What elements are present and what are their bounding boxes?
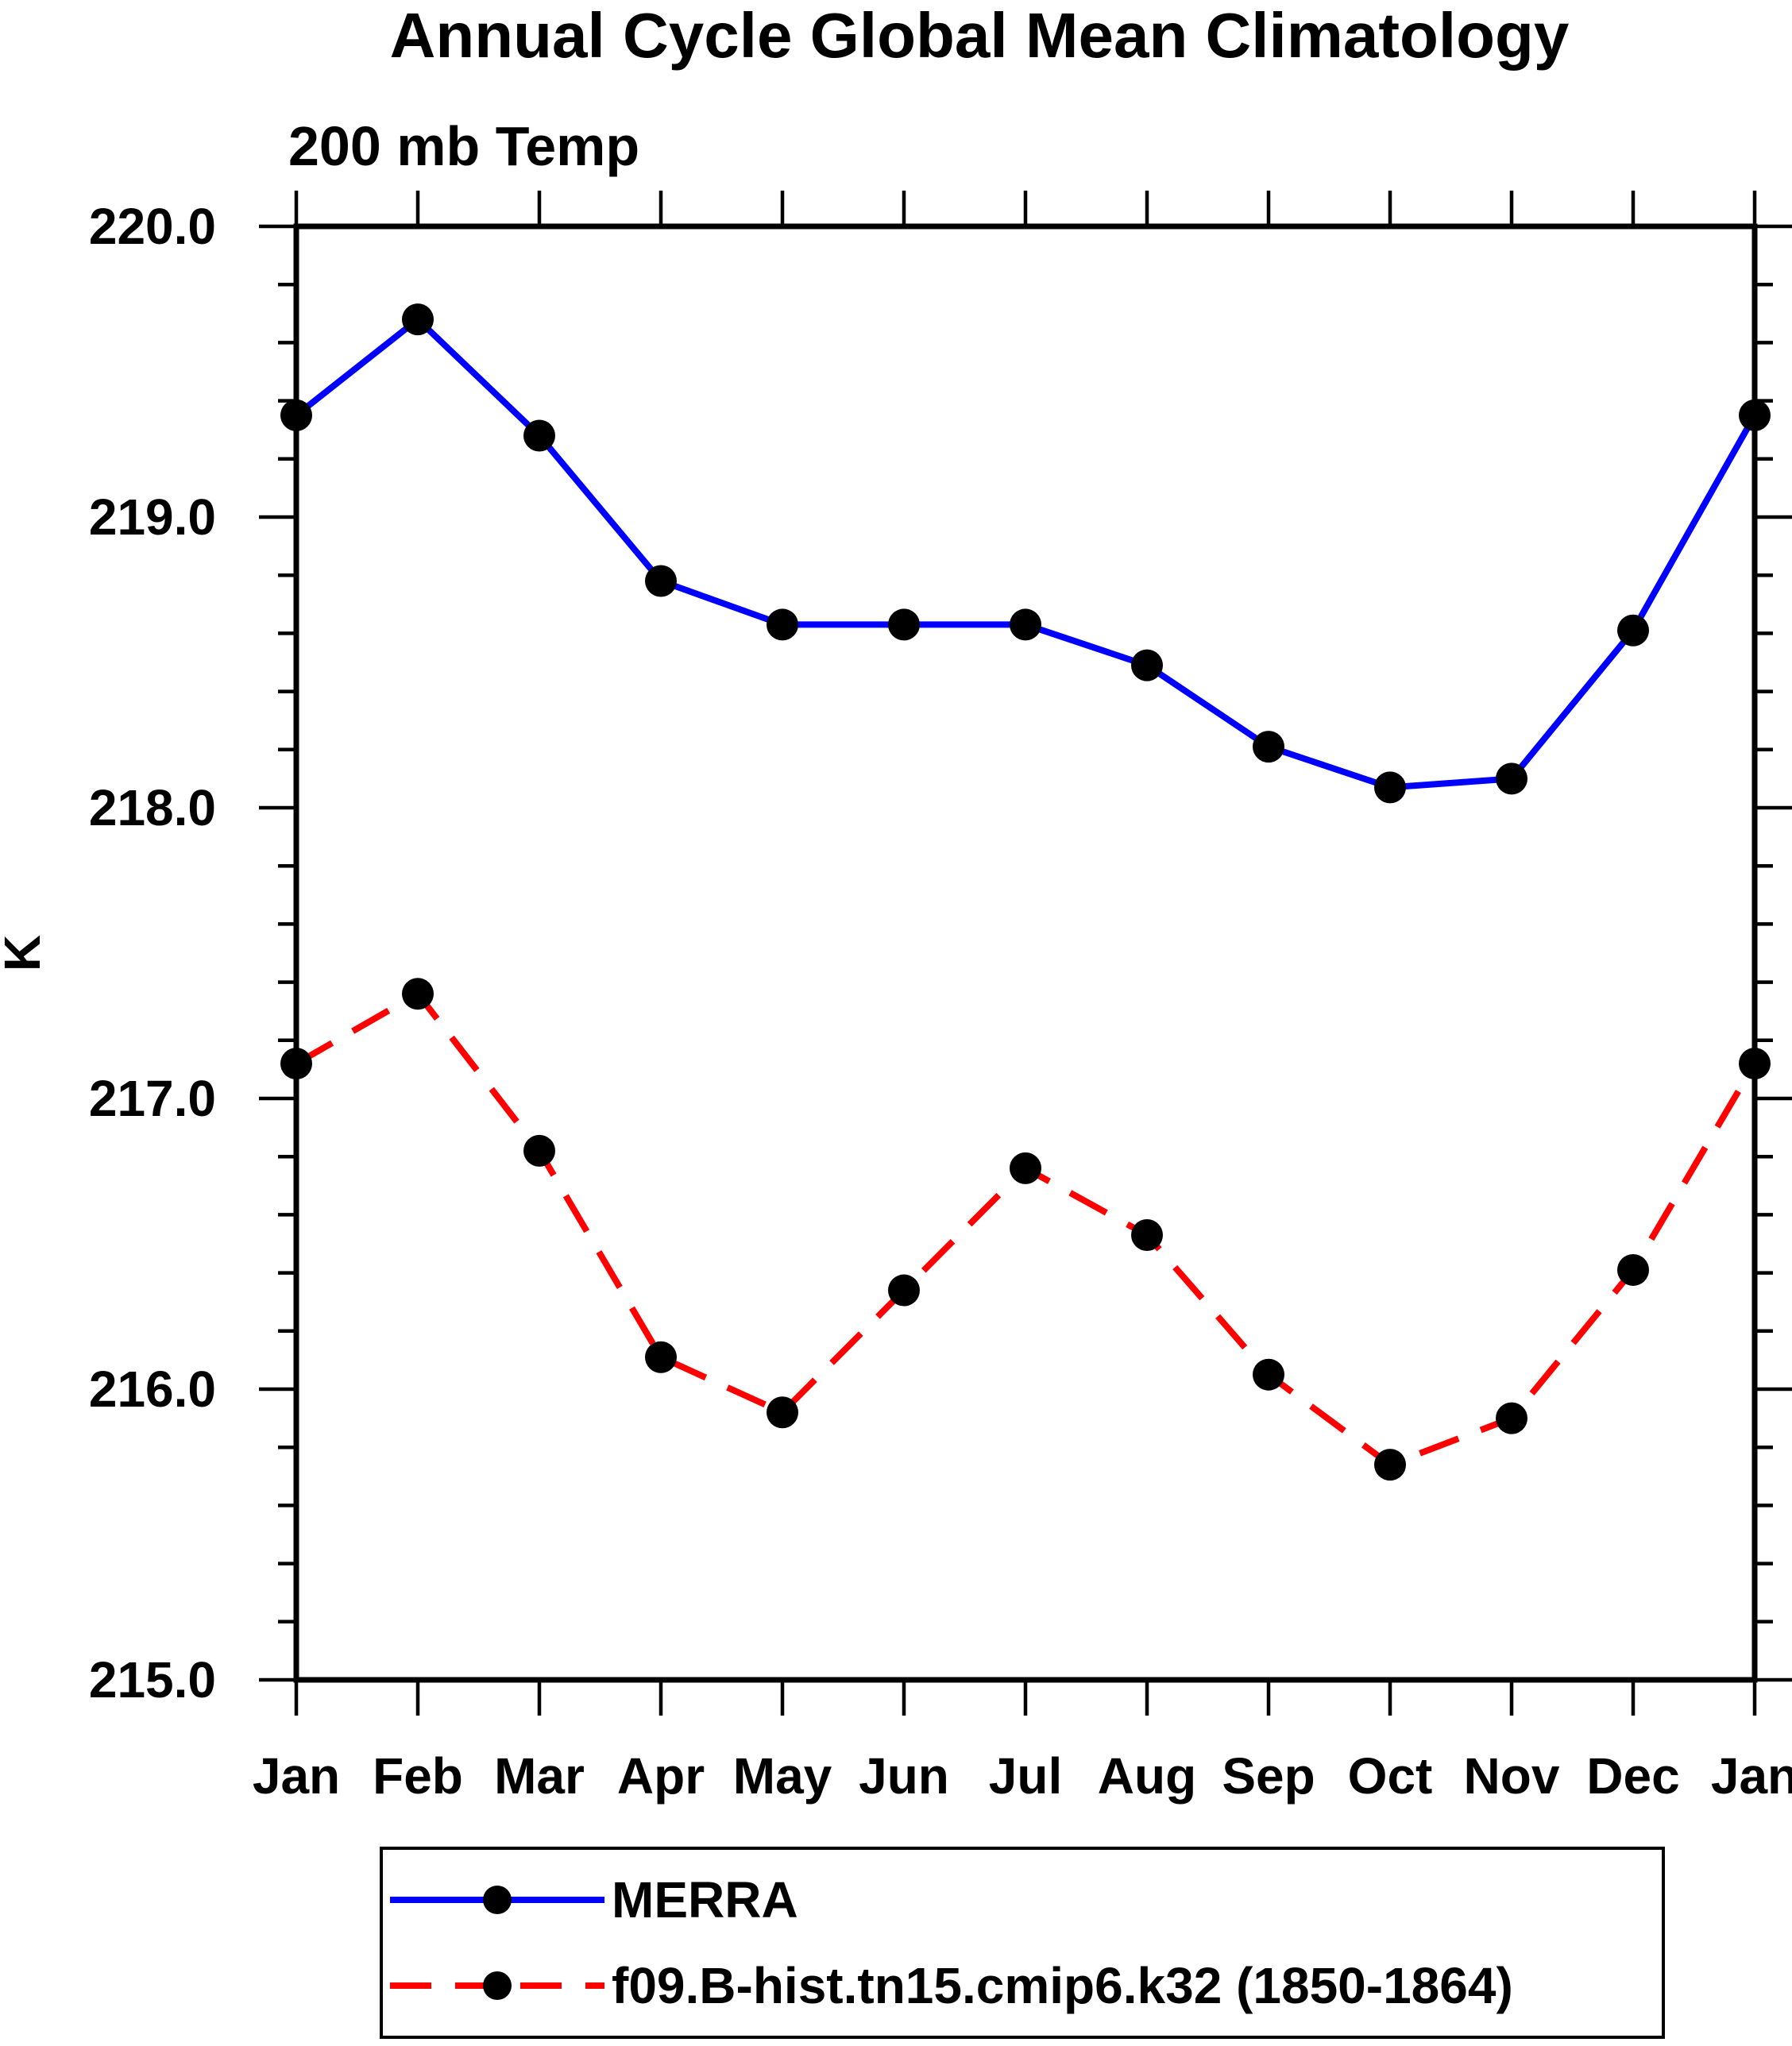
x-tick-label: Jan xyxy=(253,1747,340,1805)
series-model xyxy=(280,978,1771,1481)
data-point-marker xyxy=(523,419,555,452)
plot-border xyxy=(293,223,1758,1683)
chart-subtitle: 200 mb Temp xyxy=(288,115,640,177)
legend-item-model: f09.B-hist.tn15.cmip6.k32 (1850-1864) xyxy=(383,1950,1662,2021)
data-point-marker xyxy=(1739,399,1771,431)
data-point-marker xyxy=(402,978,434,1010)
data-point-marker xyxy=(280,1048,312,1080)
chart-title: Annual Cycle Global Mean Climatology xyxy=(389,0,1570,71)
x-tick-label: Feb xyxy=(373,1747,463,1805)
x-tick-label: Sep xyxy=(1222,1747,1315,1805)
x-tick-label: May xyxy=(733,1747,832,1805)
legend-item-merra: MERRA xyxy=(383,1864,1662,1936)
data-point-marker xyxy=(1010,1152,1041,1184)
series-line xyxy=(294,315,1758,791)
data-point-marker xyxy=(402,303,434,336)
legend: MERRA f09.B-hist.tn15.cmip6.k32 (1850-18… xyxy=(380,1847,1665,2039)
data-point-marker xyxy=(1496,1402,1527,1434)
series-merra xyxy=(280,303,1771,804)
x-tick-label: Jul xyxy=(989,1747,1062,1805)
data-point-marker xyxy=(1496,762,1527,795)
x-tick-label: Nov xyxy=(1464,1747,1560,1805)
x-tick-label: Jan xyxy=(1711,1747,1792,1805)
x-tick-label: Jun xyxy=(859,1747,949,1805)
y-tick-label: 217.0 xyxy=(89,1070,216,1127)
data-point-marker xyxy=(1010,608,1041,641)
data-point-marker xyxy=(645,1341,677,1373)
data-point-marker xyxy=(1131,649,1163,681)
data-point-marker xyxy=(645,565,677,597)
y-tick-label: 215.0 xyxy=(89,1651,216,1708)
series-line xyxy=(295,990,1758,1469)
data-point-marker xyxy=(280,399,312,431)
legend-label-merra: MERRA xyxy=(612,1871,798,1928)
data-point-marker xyxy=(523,1134,555,1167)
data-point-marker xyxy=(1617,1253,1649,1286)
y-tick-labels: 215.0 216.0 217.0 218.0 219.0 220.0 xyxy=(89,198,216,1708)
y-tick-label: 216.0 xyxy=(89,1361,216,1418)
data-point-marker xyxy=(1739,1048,1771,1080)
x-tick-label: Aug xyxy=(1098,1747,1196,1805)
data-point-marker xyxy=(1374,771,1406,804)
data-point-marker xyxy=(1253,731,1284,763)
x-tick-label: Apr xyxy=(617,1747,705,1805)
y-tick-label: 220.0 xyxy=(89,198,216,255)
data-point-marker xyxy=(1617,614,1649,647)
data-point-marker xyxy=(767,1396,798,1429)
y-tick-label: 219.0 xyxy=(89,488,216,546)
x-tick-label: Mar xyxy=(494,1747,585,1805)
data-point-marker xyxy=(767,608,798,641)
model-line-sample xyxy=(390,1971,604,2000)
data-point-marker xyxy=(888,1274,920,1307)
merra-line-sample xyxy=(390,1886,604,1914)
data-point-marker xyxy=(1131,1219,1163,1252)
data-point-marker xyxy=(1253,1358,1284,1391)
y-tick-label: 218.0 xyxy=(89,779,216,836)
merra-sample-marker xyxy=(483,1886,512,1914)
legend-label-model: f09.B-hist.tn15.cmip6.k32 (1850-1864) xyxy=(612,1957,1513,2014)
data-point-marker xyxy=(1374,1449,1406,1481)
model-sample-marker xyxy=(483,1971,512,2000)
x-tick-label: Oct xyxy=(1348,1747,1433,1805)
x-tick-labels: Jan Feb Mar Apr May Jun Jul Aug Sep Oct Nov Dec Jan xyxy=(253,1747,1792,1805)
axis-ticks xyxy=(259,191,1792,1716)
data-point-marker xyxy=(888,608,920,641)
x-tick-label: Dec xyxy=(1586,1747,1679,1805)
